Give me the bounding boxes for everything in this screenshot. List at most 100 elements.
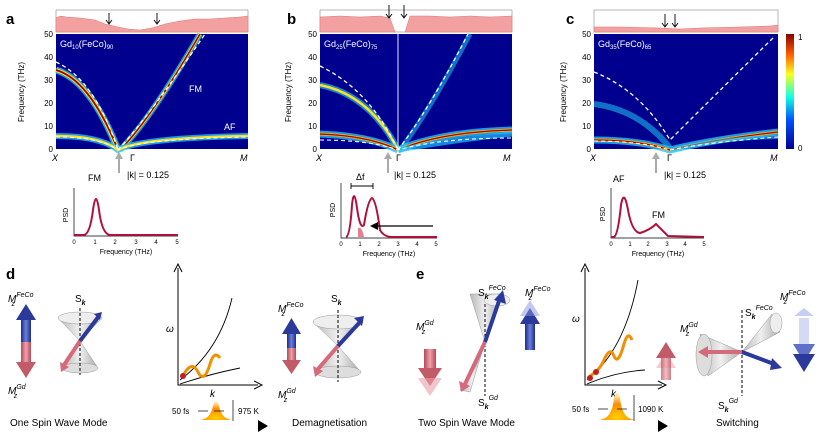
y-axis-label-a: Frequency (THz) xyxy=(17,62,26,122)
colorbar: 1 0 xyxy=(786,33,803,153)
x-axis-b: X Γ M xyxy=(315,153,511,163)
branch-label-af-a: AF xyxy=(224,122,236,132)
caption-two-spin-wave: Two Spin Wave Mode xyxy=(418,418,515,429)
svg-text:Frequency (THz): Frequency (THz) xyxy=(363,251,416,258)
svg-text:X: X xyxy=(51,153,59,163)
svg-text:FM: FM xyxy=(88,173,101,183)
sk-gd-label-e1: SkGd xyxy=(478,395,499,411)
svg-text:ω: ω xyxy=(166,324,174,335)
dispersion-sketch-d: ω k xyxy=(166,262,264,400)
psd-plot-b: Δf PSD 0 1 2 3 4 5 Frequency (THz) xyxy=(330,172,438,258)
svg-text:10: 10 xyxy=(582,122,591,131)
k-label-b: |k| = 0.125 xyxy=(394,170,436,180)
composition-label-c: Gd35(FeCo)65 xyxy=(598,39,652,51)
svg-text:4: 4 xyxy=(683,242,687,248)
svg-text:50 fs: 50 fs xyxy=(172,407,189,416)
svg-text:0: 0 xyxy=(313,145,318,154)
m-fe-label-d2: MFeCo z xyxy=(278,302,304,318)
fe-moment-arrow-e1 xyxy=(520,300,540,350)
svg-text:5: 5 xyxy=(434,242,438,248)
psd-plot-a: FM PSD 0 1 2 3 4 5 Frequency (THz) xyxy=(63,173,179,256)
m-gd-label-e2: MGd z xyxy=(680,322,699,338)
sk-label-d1: Sk xyxy=(75,294,87,307)
heatmap-c: Gd35(FeCo)65 xyxy=(593,34,779,154)
svg-text:Frequency (THz): Frequency (THz) xyxy=(100,249,153,256)
svg-text:X: X xyxy=(315,153,323,163)
gd-moment-arrow-e2 xyxy=(656,342,676,380)
svg-text:30: 30 xyxy=(582,76,591,85)
precession-cone-e1 xyxy=(459,290,511,396)
svg-text:k: k xyxy=(611,389,617,400)
svg-text:3: 3 xyxy=(396,242,400,248)
dispersion-sketch-e: ω k xyxy=(572,262,668,400)
composition-label-a: Gd10(FeCo)90 xyxy=(60,39,114,51)
spectrum-strip-b xyxy=(319,5,513,33)
svg-text:50: 50 xyxy=(582,30,591,39)
m-gd-label-d1: MGd z xyxy=(8,384,27,400)
caption-one-spin-wave: One Spin Wave Mode xyxy=(10,418,108,429)
svg-text:Γ: Γ xyxy=(396,153,401,163)
heatmap-b: Gd25(FeCo)75 xyxy=(319,32,513,154)
y-axis-b: 0 10 20 30 40 50 xyxy=(308,30,317,154)
svg-text:M: M xyxy=(770,153,778,163)
svg-text:Γ: Γ xyxy=(130,153,135,163)
precession-cone-d2 xyxy=(312,310,364,382)
m-gd-label-e1: MGd z xyxy=(416,320,435,336)
svg-text:50: 50 xyxy=(308,30,317,39)
composition-label-b: Gd25(FeCo)75 xyxy=(324,39,378,51)
svg-text:40: 40 xyxy=(44,53,53,62)
svg-text:ω: ω xyxy=(572,314,580,325)
y-axis-label-b: Frequency (THz) xyxy=(284,62,293,122)
svg-text:2: 2 xyxy=(113,240,117,246)
svg-text:30: 30 xyxy=(44,76,53,85)
svg-text:Γ: Γ xyxy=(667,153,672,163)
svg-text:k: k xyxy=(210,389,216,400)
fe-moment-arrow-d1 xyxy=(16,304,36,378)
svg-text:40: 40 xyxy=(308,53,317,62)
k-label-c: |k| = 0.125 xyxy=(664,170,706,180)
svg-text:4: 4 xyxy=(415,242,419,248)
svg-text:1090 K: 1090 K xyxy=(638,405,664,414)
svg-text:2: 2 xyxy=(646,242,650,248)
spectrum-strip-c xyxy=(593,9,779,33)
svg-text:50 fs: 50 fs xyxy=(572,405,589,414)
m-fe-label-e1: MFeCo z xyxy=(525,286,551,302)
sk-label-d2: Sk xyxy=(331,294,343,307)
y-axis-label-c: Frequency (THz) xyxy=(559,62,568,122)
svg-text:4: 4 xyxy=(154,240,158,246)
m-fe-label-e2: MFeCo z xyxy=(780,290,806,306)
panel-letter-c: c xyxy=(566,11,574,28)
svg-text:PSD: PSD xyxy=(600,207,607,221)
svg-text:0: 0 xyxy=(587,145,592,154)
svg-text:M: M xyxy=(503,153,511,163)
caption-demagnetisation: Demagnetisation xyxy=(292,418,367,429)
svg-text:0: 0 xyxy=(609,242,613,248)
y-axis-a: 0 10 20 30 40 50 xyxy=(44,30,53,154)
panel-letter-d: d xyxy=(6,266,15,283)
x-axis-c: X Γ M xyxy=(589,153,778,163)
m-fe-label-d1: MFeCo z xyxy=(8,292,34,308)
svg-text:2: 2 xyxy=(377,242,381,248)
k-label-a: |k| = 0.125 xyxy=(127,170,169,180)
panel-letter-a: a xyxy=(6,11,15,28)
svg-text:0: 0 xyxy=(72,240,76,246)
panel-a: a Gd10(FeCo)90 FM AF 0 10 2 xyxy=(6,9,249,256)
svg-text:1: 1 xyxy=(358,242,362,248)
sk-gd-label-e2: SkGd xyxy=(718,398,739,414)
heatmap-a: Gd10(FeCo)90 FM AF xyxy=(54,32,249,154)
panel-c: c Gd35(FeCo)65 1 0 0 10 20 30 xyxy=(559,9,803,258)
caption-switching: Switching xyxy=(716,418,759,429)
svg-text:3: 3 xyxy=(134,240,138,246)
svg-text:20: 20 xyxy=(44,99,53,108)
svg-text:1: 1 xyxy=(798,33,803,42)
svg-text:0: 0 xyxy=(339,242,343,248)
svg-text:5: 5 xyxy=(702,242,706,248)
spectrum-strip-a xyxy=(55,9,249,33)
gd-moment-arrow-e1 xyxy=(418,349,442,396)
svg-text:30: 30 xyxy=(308,76,317,85)
svg-text:1: 1 xyxy=(628,242,632,248)
svg-text:0: 0 xyxy=(798,144,803,153)
fe-moment-arrow-e2 xyxy=(793,308,815,372)
branch-label-fm-a: FM xyxy=(189,84,202,94)
